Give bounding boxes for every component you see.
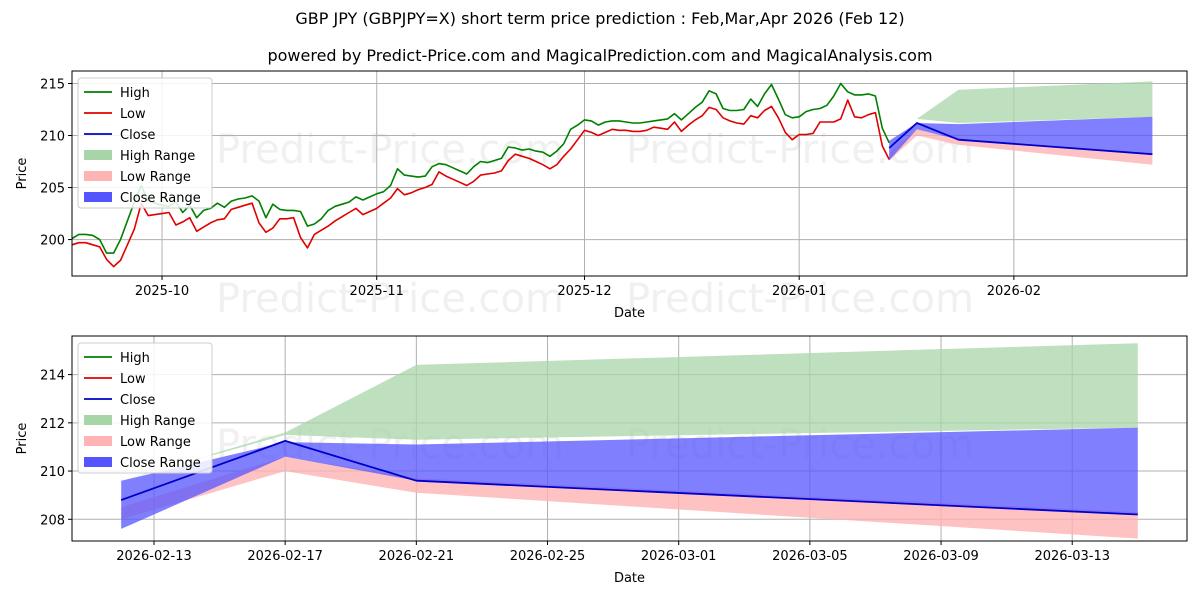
y-axis-label-1: Price xyxy=(15,158,30,190)
x-tick-label-1: 2025-11 xyxy=(350,284,404,299)
high-range-band-1 xyxy=(889,81,1153,143)
legend-label-low-range: Low Range xyxy=(120,170,191,185)
legend-swatch-low-range xyxy=(84,171,112,181)
low-line-history xyxy=(71,99,890,268)
legend-label-low-range: Low Range xyxy=(120,435,191,450)
x-tick-label-2: 2026-03-09 xyxy=(903,549,979,564)
legend-swatch-low-range xyxy=(84,436,112,446)
close-line-forecast-1 xyxy=(888,122,1153,156)
legend-label-close: Close xyxy=(120,393,155,408)
close-range-band-1 xyxy=(889,116,1153,161)
watermark: Predict-Price.com xyxy=(216,276,564,322)
legend-label-low: Low xyxy=(120,372,146,387)
legend-swatch-close-range xyxy=(84,457,112,467)
x-axis-label-1: Date xyxy=(614,306,645,321)
y-tick-label-2: 208 xyxy=(40,513,65,528)
legend-label-high: High xyxy=(120,351,150,366)
x-tick-label-1: 2026-01 xyxy=(772,284,826,299)
legend-label-high: High xyxy=(120,86,150,101)
x-axis-label-2: Date xyxy=(614,571,645,586)
x-tick-label-2: 2026-02-17 xyxy=(247,549,323,564)
x-tick-label-1: 2026-02 xyxy=(987,284,1041,299)
x-tick-label-2: 2026-02-13 xyxy=(116,549,192,564)
legend-label-close-range: Close Range xyxy=(120,456,201,471)
legend-swatch-close-range xyxy=(84,192,112,202)
legend-label-close-range: Close Range xyxy=(120,191,201,206)
x-tick-label-2: 2026-03-05 xyxy=(772,549,848,564)
chart-subtitle: powered by Predict-Price.com and Magical… xyxy=(267,46,933,65)
x-tick-label-2: 2026-02-25 xyxy=(510,549,586,564)
x-tick-label-2: 2026-03-13 xyxy=(1034,549,1110,564)
watermark: Predict-Price.com xyxy=(626,276,974,322)
y-tick-label-1: 200 xyxy=(40,234,65,249)
y-tick-label-1: 215 xyxy=(40,77,65,92)
low-range-band-1 xyxy=(889,129,1153,165)
legend-label-high-range: High Range xyxy=(120,149,195,164)
low-range-band-2 xyxy=(121,456,1138,539)
y-tick-label-2: 214 xyxy=(40,369,65,384)
x-tick-label-2: 2026-03-01 xyxy=(641,549,717,564)
legend-label-high-range: High Range xyxy=(120,414,195,429)
plot-frame-1 xyxy=(71,70,1188,277)
chart-title: GBP JPY (GBPJPY=X) short term price pred… xyxy=(295,9,905,28)
y-tick-label-1: 210 xyxy=(40,130,65,145)
legend-swatch-high-range xyxy=(84,415,112,425)
high-line-history xyxy=(71,82,890,254)
legend-label-low: Low xyxy=(120,107,146,122)
legend-swatch-high-range xyxy=(84,150,112,160)
y-axis-label-2: Price xyxy=(15,423,30,455)
y-tick-label-2: 210 xyxy=(40,465,65,480)
x-tick-label-1: 2025-10 xyxy=(135,284,189,299)
y-tick-label-2: 212 xyxy=(40,417,65,432)
plot-frame-2 xyxy=(71,335,1188,542)
x-tick-label-1: 2025-12 xyxy=(557,284,611,299)
close-range-band-2 xyxy=(121,427,1138,529)
y-tick-label-1: 205 xyxy=(40,182,65,197)
x-tick-label-2: 2026-02-21 xyxy=(379,549,455,564)
watermark: Predict-Price.com xyxy=(216,127,564,173)
legend-label-close: Close xyxy=(120,128,155,143)
high-range-band-2 xyxy=(121,343,1138,481)
